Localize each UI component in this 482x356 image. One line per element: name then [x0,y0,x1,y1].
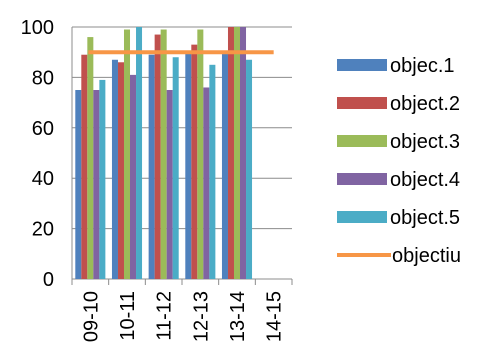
bar-objec-1 [185,52,192,280]
bar-objec-1 [111,59,118,280]
x-tick-label: 14-15 [264,291,286,342]
y-tick-label: 40 [32,168,54,190]
bar-object-2 [154,34,161,280]
legend-swatch [337,135,387,147]
bar-object-5 [172,57,179,279]
bar-object-2 [227,27,234,279]
legend-swatch [337,211,387,223]
bar-object-3 [160,29,167,279]
legend-label: object.5 [390,207,460,229]
bar-object-4 [130,74,137,279]
legend-label: object.3 [390,131,460,153]
x-tick-label: 13-14 [227,291,249,342]
x-tick-label: 09-10 [80,291,102,342]
bar-object-5 [136,27,143,279]
bar-object-3 [123,29,131,279]
x-tick-label: 10-11 [117,291,139,341]
bar-object-3 [87,37,94,279]
x-tick-label: 11-12 [154,291,176,341]
y-tick-label: 20 [32,219,54,241]
bar-object-4 [93,90,100,279]
bar-object-2 [81,54,88,279]
legend-label: object.2 [390,93,460,115]
y-tick-label: 80 [32,67,54,89]
legend-swatch [337,97,387,109]
legend-label: objec.1 [390,55,455,77]
y-tick-label: 100 [21,17,54,39]
bar-objec-1 [148,54,155,279]
bar-object-5 [246,59,253,280]
y-tick-label: 60 [32,118,54,140]
legend-swatch [337,59,387,71]
bar-object-5 [99,79,106,279]
bar-object-4 [240,27,247,279]
legend-label: object.4 [390,169,460,191]
legend-swatch [337,173,387,185]
bar-object-4 [166,90,173,279]
bar-objec-1 [75,90,82,279]
y-tick-label: 0 [43,269,54,291]
x-tick-label: 12-13 [190,291,212,342]
bar-object-2 [191,44,198,279]
bar-object-3 [233,27,241,279]
legend-label: objectiu [392,245,461,267]
bar-object-2 [117,62,124,279]
bar-object-4 [203,87,210,279]
bar-object-3 [197,29,204,279]
bar-object-5 [209,64,216,279]
bar-objec-1 [221,52,228,280]
